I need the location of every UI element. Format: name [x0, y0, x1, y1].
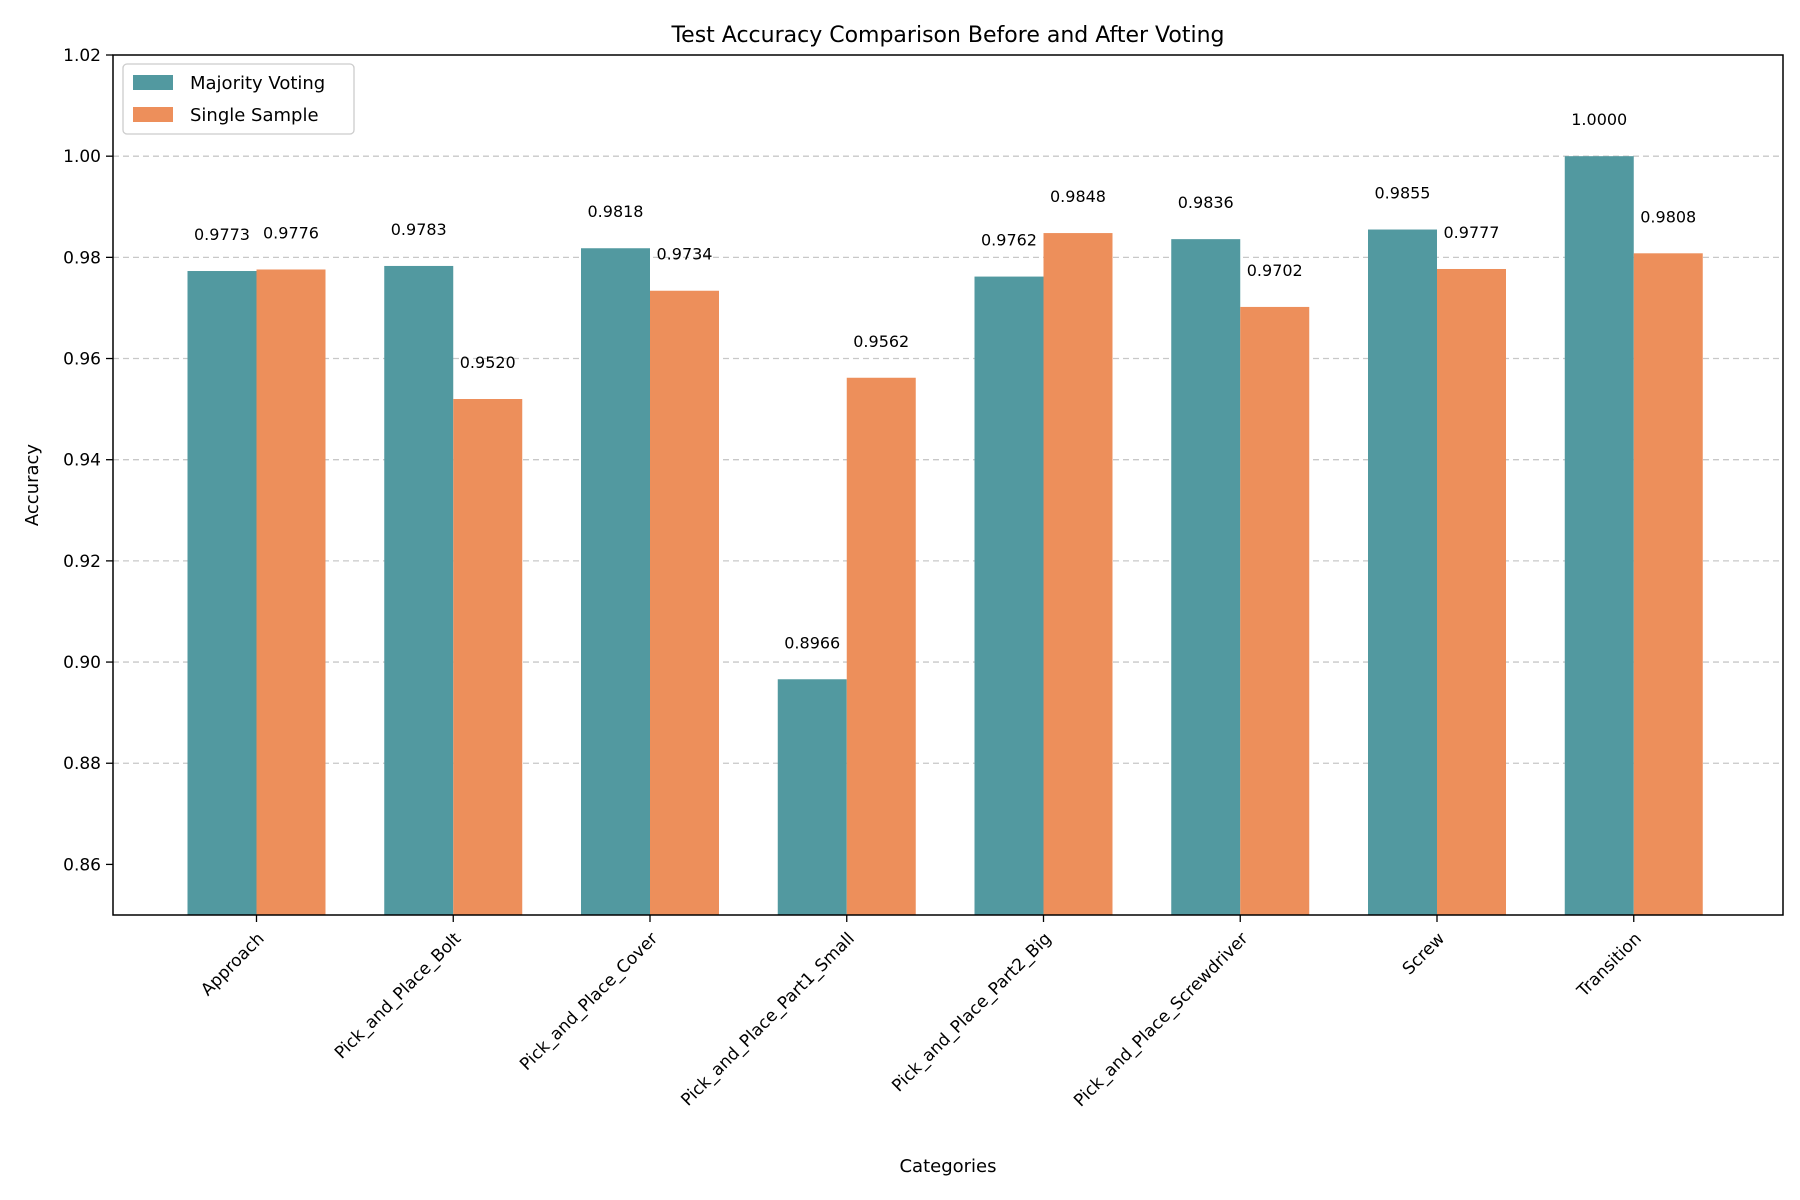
data-label: 0.9562 [853, 332, 909, 351]
bar-majority-voting [581, 248, 650, 915]
y-tick-label: 0.86 [63, 855, 101, 875]
legend-label: Single Sample [190, 105, 319, 126]
x-tick-label: Pick_and_Place_Part2_Big [888, 929, 1055, 1096]
data-label: 0.9808 [1640, 207, 1696, 226]
data-label: 0.9777 [1444, 223, 1500, 242]
x-tick-label: Transition [1573, 929, 1646, 1002]
bar-single-sample [1240, 306, 1310, 915]
bar-single-sample [256, 269, 326, 915]
legend-swatch [133, 107, 173, 122]
bar-single-sample [1043, 233, 1113, 916]
x-tick-label: Pick_and_Place_Part1_Small [677, 929, 858, 1110]
plot-frame [112, 54, 1784, 916]
bar-single-sample [846, 377, 916, 915]
bar-majority-voting [777, 679, 847, 915]
x-axis: Approach Pick_and_Place_Bolt Pick_and_Plac… [197, 915, 1646, 1111]
bar-single-sample [1633, 253, 1703, 915]
data-label: 0.9520 [460, 353, 516, 372]
y-axis-label: Accuracy [22, 444, 43, 527]
y-tick-label: 0.90 [63, 653, 101, 673]
legend: Majority Voting Single Sample [122, 63, 355, 135]
x-tick-label: Pick_and_Place_Bolt [331, 929, 466, 1064]
data-label: 0.9848 [1050, 187, 1106, 206]
legend-label: Majority Voting [190, 73, 325, 94]
bar-majority-voting [1368, 229, 1437, 915]
x-axis-label: Categories [899, 1156, 996, 1177]
data-labels: 0.9773 0.9776 0.9783 0.9520 0.9818 0.9734 0.89… [194, 110, 1696, 652]
legend-swatch [133, 75, 173, 90]
legend-box [122, 63, 355, 135]
data-label: 0.9773 [194, 225, 250, 244]
data-label: 0.9702 [1247, 261, 1303, 280]
bar-single-sample [1437, 268, 1506, 915]
chart-title: Test Accuracy Comparison Before and Afte… [670, 23, 1224, 48]
data-label: 0.9836 [1178, 193, 1234, 212]
x-tick-label: Screw [1399, 929, 1449, 979]
data-label: 0.9783 [391, 220, 447, 239]
bar-single-sample [453, 399, 523, 915]
y-tick-label: 0.92 [63, 552, 101, 572]
data-label: 0.9818 [588, 202, 644, 221]
bar-majority-voting [384, 265, 454, 915]
y-tick-label: 0.96 [63, 350, 101, 370]
y-axis: 0.86 0.88 0.90 0.92 0.94 0.96 0.98 1.00 1.02 [63, 46, 113, 875]
bar-majority-voting [1564, 156, 1634, 916]
bars [187, 156, 1703, 916]
data-label: 0.8966 [784, 633, 840, 652]
data-label: 0.9776 [263, 223, 319, 242]
x-tick-label: Pick_and_Place_Screwdriver [1070, 929, 1252, 1111]
grid-lines [113, 155, 1783, 764]
y-tick-label: 0.98 [63, 248, 101, 268]
data-label: 0.9762 [981, 231, 1037, 250]
bar-majority-voting [187, 271, 257, 915]
data-label: 0.9734 [657, 245, 713, 264]
y-tick-label: 0.88 [63, 754, 101, 774]
x-tick-label: Approach [197, 929, 268, 1000]
bar-single-sample [650, 290, 719, 915]
x-tick-label: Pick_and_Place_Cover [516, 929, 662, 1075]
y-tick-label: 1.02 [63, 46, 101, 66]
bar-majority-voting [1171, 239, 1241, 915]
data-label: 0.9855 [1375, 184, 1431, 203]
y-tick-label: 0.94 [63, 451, 101, 471]
bar-majority-voting [974, 276, 1044, 915]
y-tick-label: 1.00 [63, 147, 101, 167]
data-label: 1.0000 [1571, 110, 1627, 129]
